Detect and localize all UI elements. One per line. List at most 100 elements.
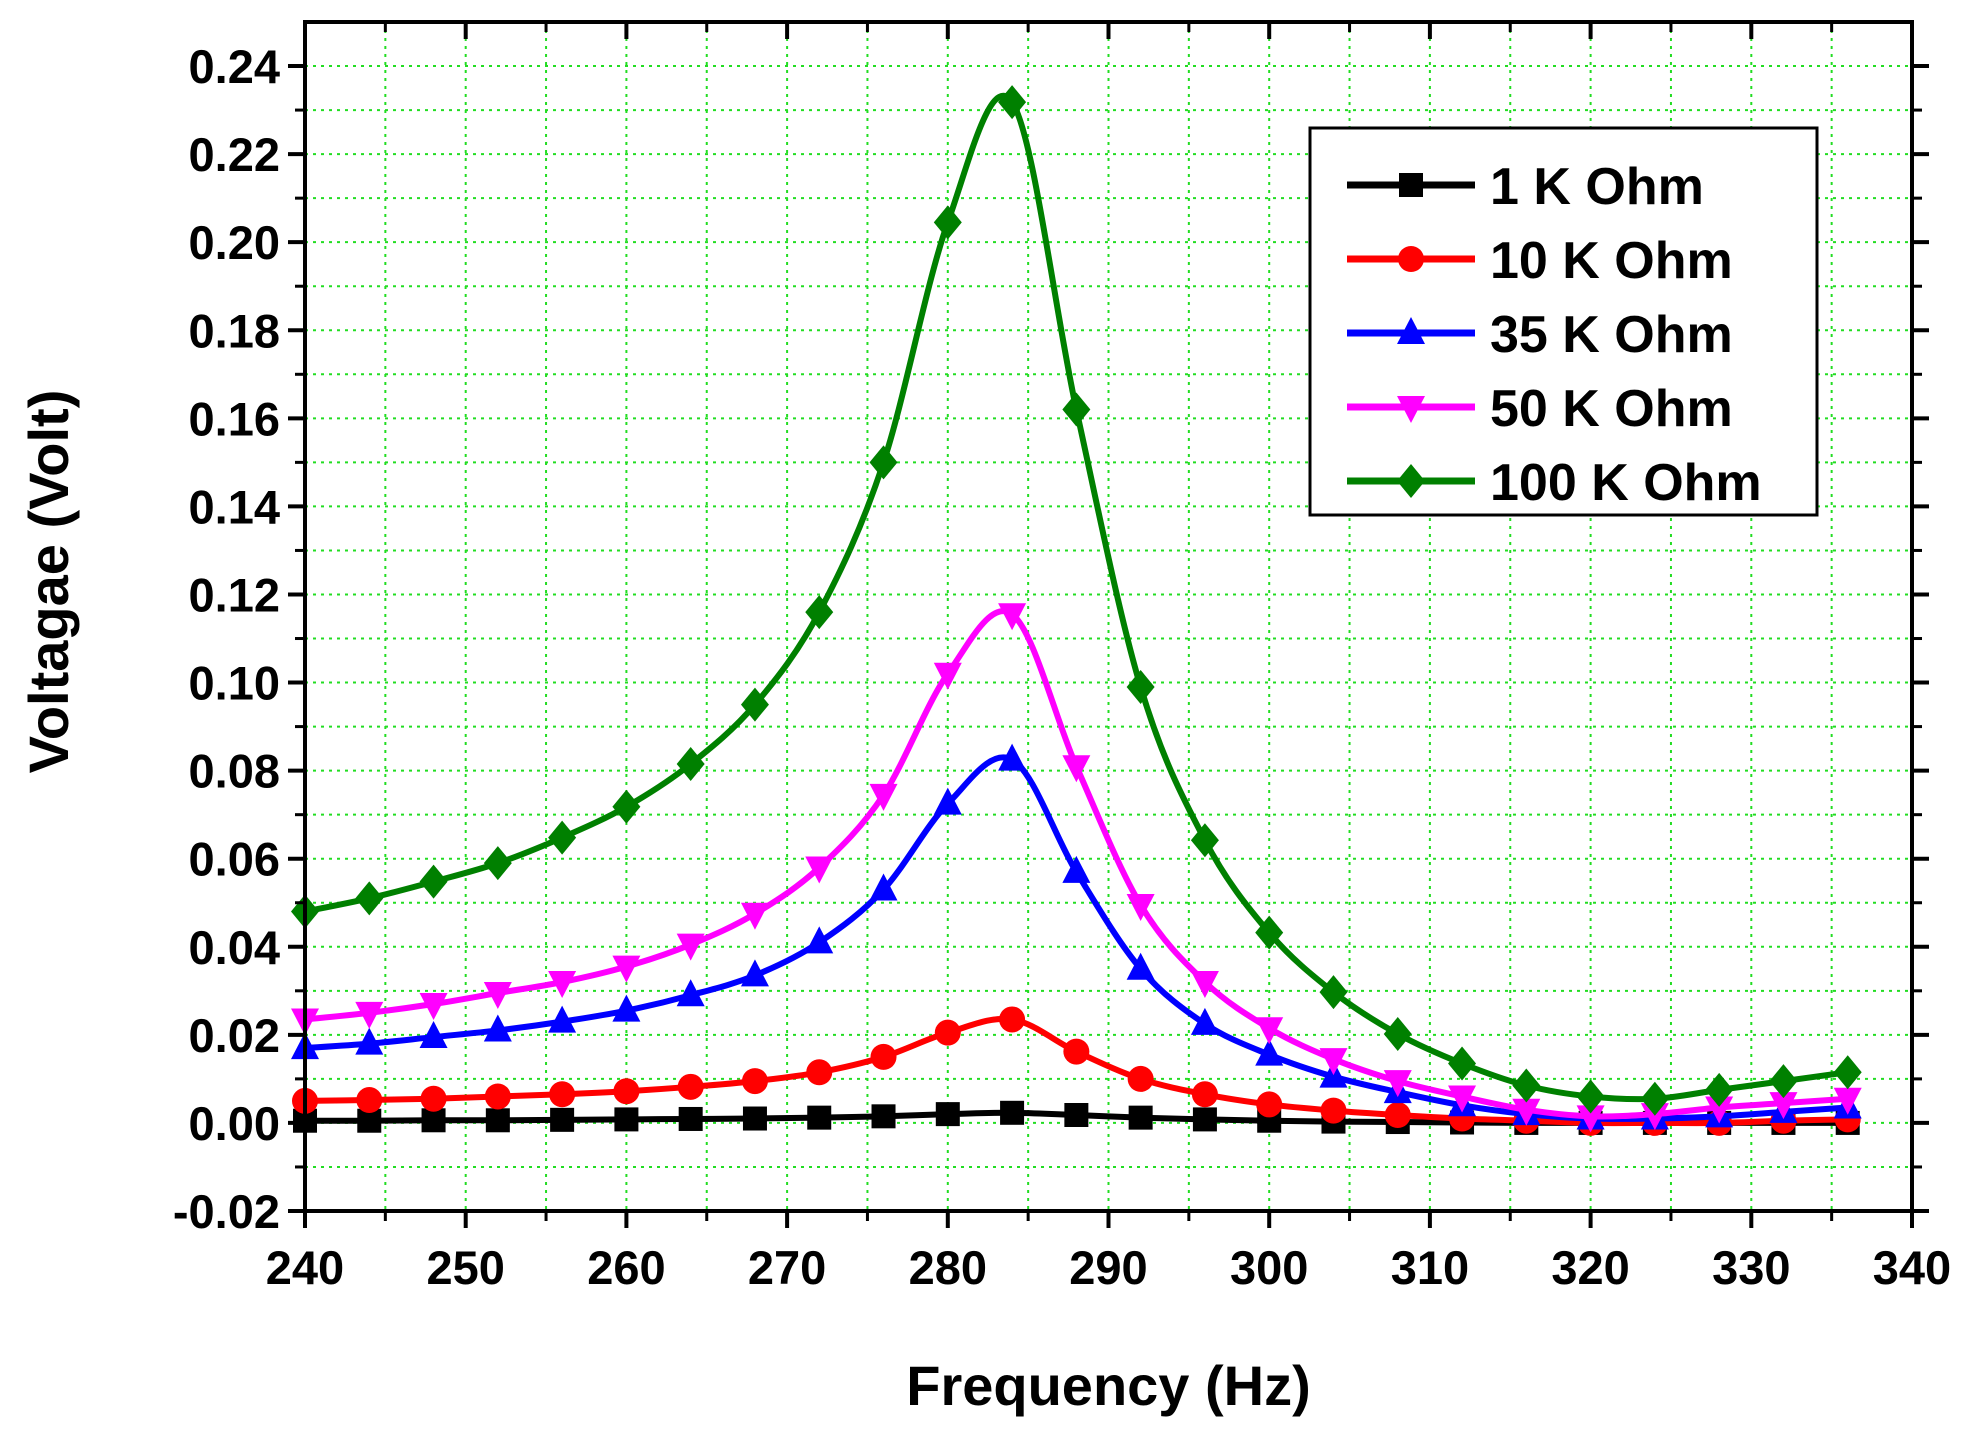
data-point <box>1833 1055 1862 1090</box>
data-point <box>1833 1087 1862 1115</box>
y-tick-label: 0.14 <box>189 480 280 533</box>
data-point <box>1190 1007 1219 1035</box>
data-point <box>870 1043 897 1070</box>
data-point <box>1769 1064 1798 1099</box>
data-point <box>1384 1101 1411 1128</box>
data-point <box>1320 1097 1347 1124</box>
y-tick-label: 0.10 <box>189 657 280 710</box>
data-point <box>548 820 577 855</box>
data-point <box>614 1107 639 1132</box>
data-point <box>676 747 705 782</box>
data-point <box>1255 1017 1284 1045</box>
data-point <box>612 994 641 1022</box>
data-point <box>355 881 384 916</box>
data-point <box>355 1001 384 1029</box>
data-point <box>483 846 512 881</box>
data-point <box>1126 952 1155 980</box>
data-point <box>1000 1100 1025 1125</box>
data-point <box>740 959 769 987</box>
x-tick-label: 240 <box>266 1241 344 1294</box>
data-point <box>1448 1085 1477 1113</box>
legend-item-1: 10 K Ohm <box>1347 232 1733 290</box>
data-point <box>869 783 898 811</box>
legend: 1 K Ohm 10 K Ohm 35 K Ohm 50 K Ohm 100 K Ohm <box>1308 126 1819 517</box>
data-point <box>548 1005 577 1033</box>
data-point <box>1512 1068 1541 1103</box>
data-point <box>1190 823 1219 858</box>
y-axis-title: Voltagae (Volt) <box>17 390 80 774</box>
x-tick-label: 330 <box>1712 1241 1790 1294</box>
data-point <box>677 1073 704 1100</box>
series-line <box>304 92 1849 1103</box>
data-point <box>613 1078 640 1105</box>
x-tick-label: 250 <box>426 1241 504 1294</box>
data-point <box>806 1059 833 1086</box>
data-point <box>740 687 769 722</box>
data-point <box>1063 1038 1090 1065</box>
data-point <box>1383 1070 1412 1098</box>
data-point <box>676 979 705 1007</box>
data-point <box>807 1105 832 1130</box>
data-point <box>1255 1038 1284 1066</box>
data-point <box>741 1068 768 1095</box>
data-point <box>998 603 1027 631</box>
data-point <box>612 955 641 983</box>
data-point <box>1319 1048 1348 1076</box>
data-point <box>678 1106 703 1131</box>
legend-marker <box>1397 396 1425 423</box>
x-tick-label: 320 <box>1551 1241 1629 1294</box>
data-point <box>1512 1098 1541 1126</box>
data-point <box>1640 1081 1669 1116</box>
data-point <box>935 1102 960 1127</box>
legend-marker <box>1397 464 1425 498</box>
y-tick-label: 0.20 <box>189 216 280 269</box>
y-tick-label: 0.06 <box>189 833 280 886</box>
y-tick-label: 0.24 <box>189 40 280 93</box>
data-point <box>550 1107 575 1132</box>
series-line <box>304 754 1848 1122</box>
y-tick-label: 0.02 <box>189 1009 280 1062</box>
data-point <box>1062 392 1091 427</box>
legend-item-0: 1 K Ohm <box>1347 158 1704 216</box>
legend-item-2: 35 K Ohm <box>1347 306 1733 364</box>
x-tick-label: 290 <box>1069 1241 1147 1294</box>
data-point <box>355 1027 384 1055</box>
legend-label: 35 K Ohm <box>1490 306 1733 364</box>
x-tick-label: 300 <box>1230 1241 1308 1294</box>
data-point <box>1062 755 1091 783</box>
data-point <box>419 1021 448 1049</box>
data-point <box>805 595 834 630</box>
x-tick-label: 340 <box>1873 1241 1951 1294</box>
legend-marker <box>1399 173 1423 197</box>
legend-label: 50 K Ohm <box>1490 380 1733 438</box>
y-tick-label: -0.02 <box>173 1185 280 1238</box>
series-3 <box>291 603 1862 1133</box>
data-point <box>1191 1081 1218 1108</box>
data-point <box>934 1019 961 1046</box>
data-point <box>549 1081 576 1108</box>
data-point <box>933 205 962 240</box>
data-point <box>1576 1105 1605 1133</box>
x-axis-title: Frequency (Hz) <box>906 1354 1311 1417</box>
data-point <box>1769 1092 1798 1120</box>
series-line <box>304 608 1848 1120</box>
data-point <box>1127 1065 1154 1092</box>
legend-label: 10 K Ohm <box>1490 232 1733 290</box>
grid <box>304 22 1913 1212</box>
y-tick-label: 0.04 <box>189 921 280 974</box>
data-point <box>1705 1096 1734 1124</box>
data-point <box>1128 1105 1153 1130</box>
y-tick-label: 0.00 <box>189 1097 280 1150</box>
series-layer <box>291 85 1862 1136</box>
data-point <box>1064 1102 1089 1127</box>
data-point <box>1126 669 1155 704</box>
legend-marker <box>1397 317 1425 344</box>
series-2 <box>291 743 1862 1130</box>
data-point <box>999 1006 1026 1033</box>
x-tick-label: 270 <box>748 1241 826 1294</box>
y-tick-label: 0.16 <box>189 392 280 445</box>
data-point <box>998 743 1027 771</box>
data-point <box>869 873 898 901</box>
data-point <box>933 662 962 690</box>
